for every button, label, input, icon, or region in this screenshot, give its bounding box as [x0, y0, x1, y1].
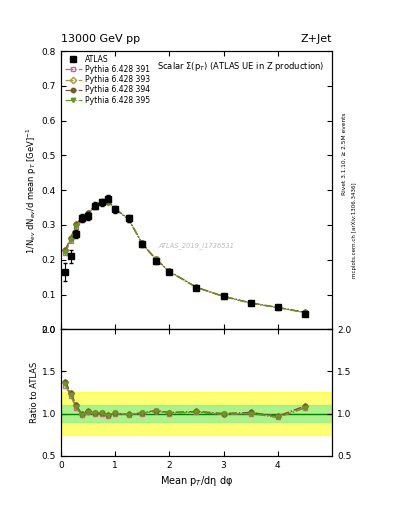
Text: 13000 GeV pp: 13000 GeV pp [61, 33, 140, 44]
Y-axis label: 1/N$_{ev}$ dN$_{ev}$/d mean p$_T$ [GeV]$^{-1}$: 1/N$_{ev}$ dN$_{ev}$/d mean p$_T$ [GeV]$… [24, 127, 39, 253]
Bar [61, 405, 332, 422]
Legend: ATLAS, Pythia 6.428 391, Pythia 6.428 393, Pythia 6.428 394, Pythia 6.428 395: ATLAS, Pythia 6.428 391, Pythia 6.428 39… [63, 53, 151, 106]
Text: Z+Jet: Z+Jet [301, 33, 332, 44]
Bar [61, 393, 332, 435]
Y-axis label: Ratio to ATLAS: Ratio to ATLAS [30, 362, 39, 423]
Text: Scalar $\Sigma$(p$_T$) (ATLAS UE in Z production): Scalar $\Sigma$(p$_T$) (ATLAS UE in Z pr… [157, 59, 324, 73]
X-axis label: Mean p$_T$/dη dφ: Mean p$_T$/dη dφ [160, 474, 233, 488]
Text: mcplots.cern.ch [arXiv:1306.3436]: mcplots.cern.ch [arXiv:1306.3436] [352, 183, 357, 278]
Text: ATLAS_2019_I1736531: ATLAS_2019_I1736531 [158, 243, 235, 249]
Text: Rivet 3.1.10, ≥ 2.5M events: Rivet 3.1.10, ≥ 2.5M events [342, 112, 347, 195]
